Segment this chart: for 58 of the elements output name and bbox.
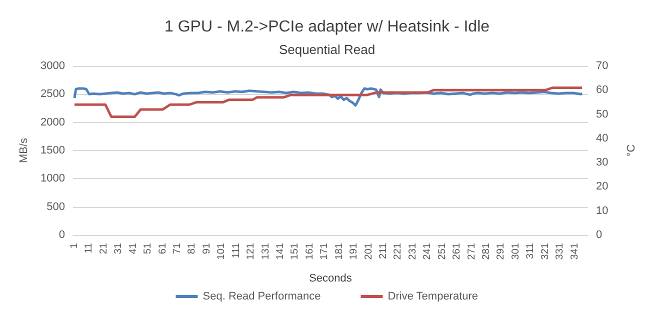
x-tick-label: 181 (334, 242, 345, 260)
x-tick-label: 261 (452, 242, 463, 260)
x-tick-label: 61 (157, 242, 168, 254)
x-tick-label: 331 (554, 242, 566, 260)
x-tick-label: 91 (201, 242, 212, 254)
x-tick-label: 201 (363, 242, 374, 260)
x-tick-label: 101 (216, 242, 228, 260)
y-tick-label: 1500 (40, 144, 65, 156)
x-tick-label: 151 (290, 242, 301, 260)
x-tick-label: 221 (392, 242, 404, 260)
y2-tick-label: 30 (596, 156, 608, 169)
x-axis-title: Seconds (309, 272, 352, 284)
x-tick-label: 241 (422, 242, 434, 260)
x-tick-label: 271 (466, 242, 478, 260)
y-tick-label: 2500 (40, 88, 65, 100)
y-tick-label: 2000 (40, 116, 65, 128)
y-tick-label: 1000 (40, 172, 65, 185)
x-tick-label: 321 (540, 242, 551, 260)
x-tick-label: 141 (274, 242, 286, 260)
x-tick-label: 71 (172, 242, 183, 254)
y-tick-label: 500 (46, 200, 65, 213)
x-tick-label: 281 (480, 242, 492, 260)
x-tick-label: 341 (569, 242, 580, 260)
x-tick-label: 311 (525, 242, 536, 259)
chart-subtitle: Sequential Read (278, 42, 376, 57)
x-tick-label: 211 (378, 242, 389, 259)
x-tick-label: 121 (246, 242, 257, 260)
x-tick-label: 231 (407, 242, 418, 260)
x-tick-label: 171 (319, 242, 330, 260)
y-axis-title: MB/s (18, 137, 30, 164)
y2-tick-label: 50 (596, 108, 608, 120)
y2-tick-label: 60 (596, 84, 608, 96)
x-tick-label: 1 (68, 242, 80, 249)
y2-tick-label: 70 (596, 60, 608, 72)
x-tick-label: 21 (98, 242, 110, 254)
x-tick-label: 31 (113, 242, 124, 254)
y-tick-label: 3000 (40, 60, 65, 72)
y-tick-label: 0 (58, 229, 65, 241)
y2-tick-label: 40 (596, 132, 608, 144)
y2-tick-label: 0 (596, 229, 602, 241)
legend-label: Drive Temperature (388, 290, 478, 302)
y2-tick-label: 10 (596, 204, 608, 217)
chart-title: 1 GPU - M.2->PCIe adapter w/ Heatsink - Idle (164, 18, 490, 36)
x-tick-label: 291 (496, 242, 507, 260)
y2-tick-label: 20 (596, 180, 608, 193)
x-tick-label: 111 (230, 242, 242, 258)
y2-axis-title: °C (626, 144, 638, 157)
x-tick-label: 11 (84, 242, 95, 254)
x-tick-label: 81 (186, 242, 198, 254)
x-tick-label: 131 (260, 242, 272, 260)
x-tick-label: 51 (142, 242, 154, 254)
line-series (73, 86, 584, 118)
x-tick-label: 41 (128, 242, 139, 254)
legend-label: Seq. Read Performance (202, 290, 321, 302)
x-tick-label: 161 (304, 242, 316, 260)
x-tick-label: 191 (348, 242, 360, 260)
x-tick-label: 251 (436, 242, 448, 260)
x-tick-label: 301 (510, 242, 522, 260)
